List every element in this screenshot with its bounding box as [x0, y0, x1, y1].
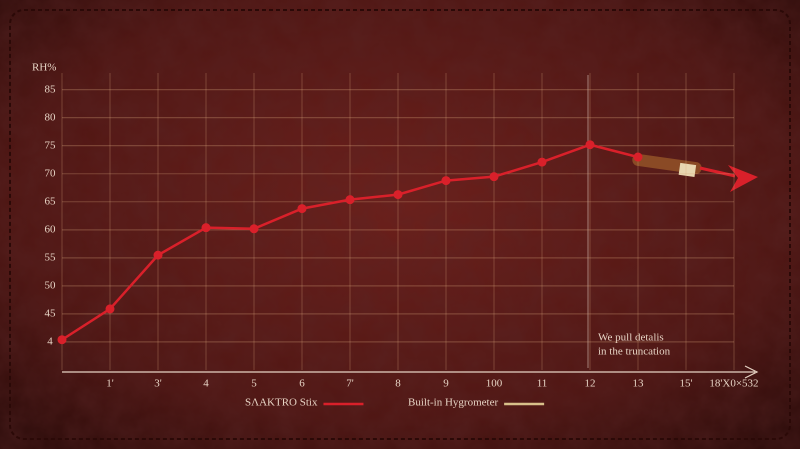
cigar	[632, 153, 702, 177]
legend-label: Built-in Hygrometer	[408, 397, 498, 409]
data-point	[537, 157, 547, 167]
y-tick-label: 80	[45, 111, 57, 123]
x-tick-label: 13	[633, 378, 645, 390]
y-tick-label: 70	[45, 167, 57, 179]
x-tick-label: 4	[203, 378, 209, 390]
x-tick-label: 8	[395, 378, 401, 390]
data-point	[57, 335, 67, 345]
x-tick-label: 6	[299, 378, 305, 390]
y-tick-label: 4	[47, 336, 53, 348]
y-tick-label: 65	[45, 195, 57, 207]
legend-label: SΛAKTRO Stix	[245, 397, 318, 409]
y-axis-label: RH%	[32, 62, 56, 74]
y-tick-label: 85	[45, 83, 57, 95]
y-tick-label: 75	[45, 139, 57, 151]
annotation: in the truncation	[598, 346, 671, 358]
y-tick-label: 55	[45, 251, 57, 263]
trend-arrow-head	[728, 165, 758, 192]
x-tick-label: 3'	[154, 378, 162, 390]
data-point	[201, 223, 211, 233]
data-point	[297, 204, 307, 214]
y-tick-label: 50	[45, 279, 57, 291]
trend-arrow-shaft	[699, 166, 736, 178]
annotation: We pull detalis	[598, 332, 664, 344]
x-tick-label: 9	[443, 378, 449, 390]
x-tick-label: 100	[486, 378, 503, 390]
x-axis-arrow	[744, 365, 759, 379]
data-point	[249, 224, 259, 234]
data-point	[105, 304, 115, 314]
x-tick-label: 18'X0×532	[709, 378, 758, 390]
x-tick-label: 15'	[680, 378, 693, 390]
x-tick-label: 7'	[346, 378, 354, 390]
x-tick-label: 5	[251, 378, 257, 390]
data-point	[633, 152, 643, 162]
data-point	[441, 176, 451, 186]
data-point	[345, 195, 355, 205]
y-tick-label: 60	[45, 223, 57, 235]
x-tick-label: 1'	[106, 378, 114, 390]
stitching	[9, 9, 791, 440]
data-point	[153, 250, 163, 260]
x-tick-label: 11	[537, 378, 548, 390]
data-point	[489, 172, 499, 182]
data-point	[393, 190, 403, 200]
y-tick-label: 45	[45, 307, 57, 319]
x-tick-label: 12	[585, 378, 596, 390]
data-point	[585, 140, 595, 150]
